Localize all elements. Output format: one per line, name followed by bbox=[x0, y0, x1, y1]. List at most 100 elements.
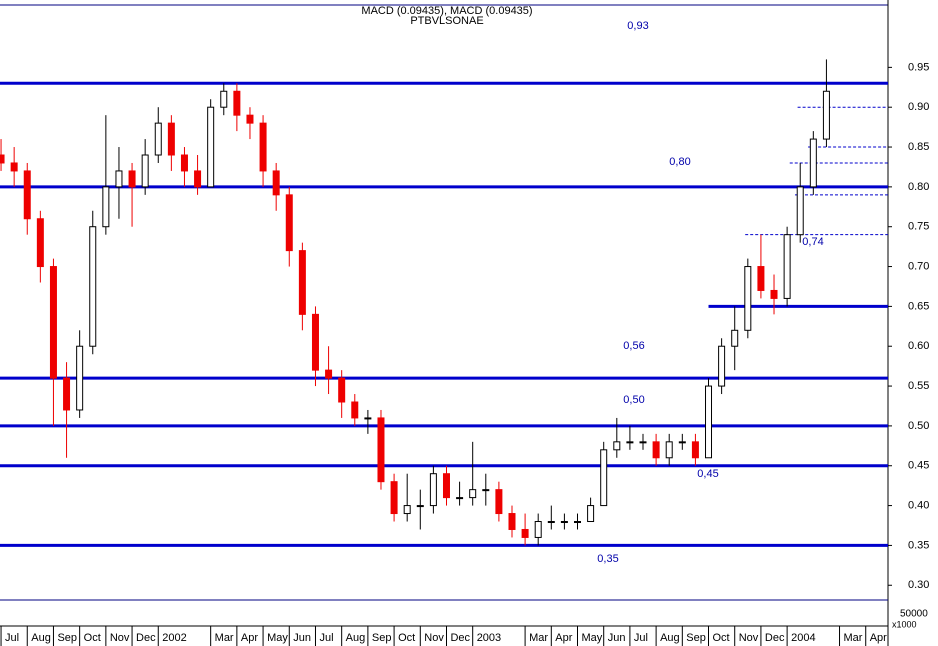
candle-body bbox=[665, 441, 673, 459]
candle-body bbox=[285, 194, 293, 252]
x-tick-label: 2003 bbox=[477, 632, 501, 644]
candle-body bbox=[154, 122, 162, 156]
y-tick-label: 0.40 bbox=[908, 499, 929, 511]
candle-body bbox=[377, 417, 385, 483]
candle-body bbox=[456, 497, 464, 500]
chart-title: MACD (0.09435), MACD (0.09435) bbox=[361, 5, 532, 17]
candle-body bbox=[429, 473, 437, 507]
candle-body bbox=[705, 385, 713, 459]
candle-body bbox=[600, 449, 608, 507]
candle-body bbox=[272, 170, 280, 196]
candle-body bbox=[495, 489, 503, 515]
x-tick-label: 2004 bbox=[791, 632, 815, 644]
y-tick-label: 0.50 bbox=[908, 420, 929, 432]
x-tick-label: Sep bbox=[372, 632, 392, 644]
candle-body bbox=[770, 289, 778, 299]
candle-body bbox=[207, 106, 215, 188]
y-tick-label: 0.45 bbox=[908, 460, 929, 472]
x-tick-label: Jul bbox=[5, 632, 19, 644]
candle-body bbox=[167, 122, 175, 156]
x-tick-label: Apr bbox=[870, 632, 887, 644]
candle-body bbox=[809, 138, 817, 188]
candle-body bbox=[364, 417, 372, 420]
candle-body bbox=[194, 170, 202, 188]
candle-body bbox=[757, 266, 765, 291]
x-tick-label: Sep bbox=[57, 632, 77, 644]
candle-body bbox=[691, 441, 699, 459]
candle-body bbox=[311, 313, 319, 371]
candle-body bbox=[180, 154, 188, 172]
x-tick-label: Nov bbox=[739, 632, 759, 644]
candle-body bbox=[338, 377, 346, 403]
y-tick-label: 0.90 bbox=[908, 101, 929, 113]
x-tick-label: Jul bbox=[319, 632, 333, 644]
candle-body bbox=[822, 90, 830, 140]
candle-body bbox=[626, 441, 634, 444]
volume-unit: x1000 bbox=[892, 619, 917, 629]
candle-body bbox=[128, 170, 136, 188]
candle-body bbox=[102, 186, 110, 228]
level-label: 0,35 bbox=[597, 553, 618, 565]
candle-body bbox=[442, 473, 450, 499]
candle-body bbox=[587, 505, 595, 523]
level-label: 0,74 bbox=[802, 236, 823, 248]
y-tick-label: 0.30 bbox=[908, 579, 929, 591]
x-tick-label: May bbox=[267, 632, 288, 644]
candle-body bbox=[574, 521, 582, 524]
x-tick-label: Aug bbox=[660, 632, 680, 644]
candle-body bbox=[89, 226, 97, 347]
x-tick-label: Aug bbox=[31, 632, 51, 644]
x-tick-label: Oct bbox=[713, 632, 730, 644]
candle-body bbox=[390, 481, 398, 515]
x-tick-label: Mar bbox=[529, 632, 548, 644]
candle-body bbox=[416, 505, 424, 508]
y-tick-label: 0.80 bbox=[908, 181, 929, 193]
x-tick-label: Nov bbox=[424, 632, 444, 644]
x-tick-label: Jul bbox=[634, 632, 648, 644]
x-tick-label: Apr bbox=[241, 632, 258, 644]
candle-body bbox=[508, 513, 516, 530]
y-tick-label: 0.35 bbox=[908, 539, 929, 551]
candle-body bbox=[639, 441, 647, 444]
candle-body bbox=[141, 154, 149, 188]
level-label: 0,50 bbox=[623, 394, 644, 406]
x-tick-label: Apr bbox=[555, 632, 572, 644]
candle-body bbox=[403, 505, 411, 515]
candle-body bbox=[521, 528, 529, 538]
x-tick-label: Mar bbox=[844, 632, 863, 644]
level-label: 0,56 bbox=[623, 340, 644, 352]
candle-body bbox=[744, 266, 752, 331]
candle-body bbox=[0, 154, 5, 164]
candle-body bbox=[325, 369, 333, 379]
candle-body bbox=[469, 489, 477, 499]
candle-body bbox=[613, 441, 621, 451]
x-tick-label: Sep bbox=[686, 632, 706, 644]
x-tick-label: Jun bbox=[293, 632, 311, 644]
y-tick-label: 0.70 bbox=[908, 260, 929, 272]
y-tick-label: 0.55 bbox=[908, 380, 929, 392]
level-label: 0,80 bbox=[669, 156, 690, 168]
candle-body bbox=[233, 90, 241, 116]
level-label: 0,45 bbox=[697, 468, 718, 480]
level-label: 0,93 bbox=[627, 20, 648, 32]
candle-body bbox=[796, 186, 804, 236]
volume-tick-label: 50000 bbox=[900, 609, 928, 620]
x-tick-label: Dec bbox=[450, 632, 470, 644]
candle-body bbox=[23, 170, 31, 220]
candle-body bbox=[534, 521, 542, 538]
candle-body bbox=[259, 122, 267, 172]
x-tick-label: Jun bbox=[608, 632, 626, 644]
x-tick-label: Aug bbox=[346, 632, 366, 644]
x-tick-label: Nov bbox=[110, 632, 130, 644]
x-tick-label: Dec bbox=[136, 632, 156, 644]
y-tick-label: 0.65 bbox=[908, 300, 929, 312]
candle-body bbox=[783, 234, 791, 299]
x-tick-label: 2002 bbox=[162, 632, 186, 644]
chart-subtitle: PTBVLSONAE bbox=[410, 15, 483, 27]
x-tick-label: Mar bbox=[215, 632, 234, 644]
candle-body bbox=[731, 329, 739, 347]
y-tick-label: 0.85 bbox=[908, 141, 929, 153]
y-tick-label: 0.75 bbox=[908, 221, 929, 233]
